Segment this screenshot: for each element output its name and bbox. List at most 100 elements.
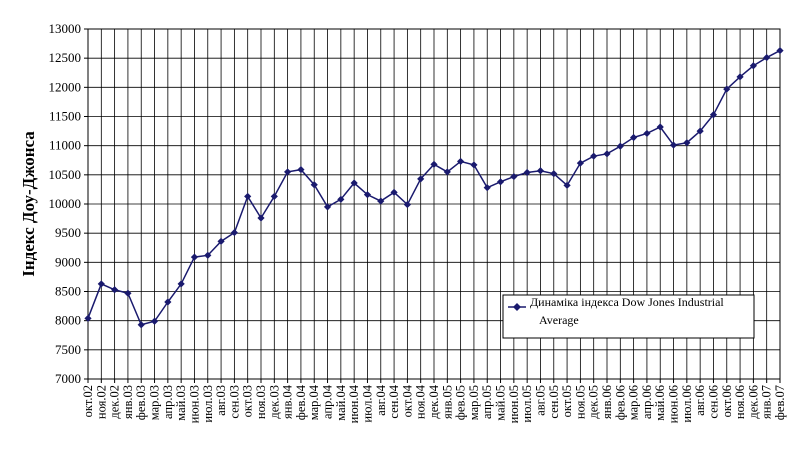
x-tick-label: июл.06	[680, 385, 694, 423]
y-tick-label: 9000	[55, 254, 81, 269]
data-point-marker	[457, 157, 465, 166]
data-point-marker	[350, 179, 358, 187]
x-tick-label: авг.06	[693, 385, 707, 416]
x-tick-label: фев.06	[613, 385, 627, 420]
data-point-marker	[496, 178, 505, 186]
x-tick-label: янв.07	[760, 385, 774, 419]
x-tick-label: ноя.05	[573, 385, 587, 419]
x-tick-label: дек.06	[746, 385, 760, 419]
data-point-marker	[124, 289, 132, 297]
x-tick-label: дек.04	[427, 384, 441, 418]
data-point-marker	[709, 111, 718, 119]
legend-box	[502, 294, 755, 339]
x-tick-label: май.05	[494, 385, 508, 421]
legend-series-marker	[513, 303, 521, 311]
data-point-marker	[257, 214, 265, 222]
data-point-marker	[430, 160, 438, 168]
x-tick-label: сен.04	[387, 384, 401, 418]
data-point-marker	[270, 192, 278, 201]
x-tick-label: фев.07	[773, 385, 787, 420]
y-tick-label: 9500	[55, 225, 81, 240]
plot-area-frame	[87, 28, 781, 380]
data-point-marker	[417, 175, 425, 183]
legend-label-line2: Average	[539, 313, 579, 327]
x-tick-label: апр.06	[640, 385, 654, 419]
y-tick-label: 10000	[49, 196, 82, 211]
y-tick-label: 12500	[49, 50, 82, 65]
x-tick-label: май.04	[334, 384, 348, 420]
x-tick-label: янв.03	[121, 385, 135, 419]
data-point-marker	[749, 62, 757, 70]
data-point-marker	[111, 286, 119, 294]
data-point-marker	[510, 172, 518, 181]
data-point-marker	[576, 159, 584, 167]
x-tick-label: янв.04	[281, 384, 295, 419]
x-tick-label: фев.03	[134, 385, 148, 420]
x-tick-label: июн.03	[187, 385, 201, 423]
data-point-marker	[377, 197, 385, 205]
x-tick-label: авг.04	[374, 384, 388, 416]
x-tick-label: июн.06	[667, 385, 681, 423]
x-tick-label: авг.03	[214, 385, 228, 416]
data-point-marker	[403, 200, 411, 209]
x-tick-label: сен.05	[547, 385, 561, 419]
x-tick-label: июн.05	[507, 385, 521, 423]
data-point-marker	[190, 253, 199, 261]
data-point-marker	[643, 129, 651, 138]
data-point-marker	[204, 251, 212, 259]
x-tick-label: мар.04	[307, 384, 321, 420]
data-point-marker	[563, 181, 571, 189]
data-point-marker	[177, 280, 185, 288]
data-point-marker	[736, 73, 744, 81]
data-point-marker	[84, 314, 92, 322]
chart-axes	[84, 28, 781, 383]
x-tick-label: ноя.02	[94, 385, 108, 419]
x-tick-label: янв.06	[600, 385, 614, 419]
data-point-marker	[297, 165, 305, 174]
x-tick-label: дек.05	[587, 385, 601, 419]
x-tick-label: янв.05	[440, 385, 454, 419]
x-tick-label: окт.06	[720, 385, 734, 417]
data-point-marker	[656, 123, 664, 131]
data-point-marker	[244, 192, 252, 201]
data-point-marker	[630, 133, 638, 142]
y-tick-label: 10500	[49, 167, 82, 182]
x-tick-label: окт.03	[241, 385, 255, 417]
data-point-marker	[164, 298, 172, 306]
data-point-marker	[776, 46, 784, 55]
x-tick-label: июл.04	[360, 384, 374, 422]
data-point-marker	[483, 184, 491, 192]
y-tick-label: 7500	[55, 342, 81, 357]
data-point-marker	[217, 237, 225, 245]
x-tick-label: авг.05	[533, 385, 547, 416]
x-tick-label: июл.03	[201, 385, 215, 423]
x-tick-label: сен.06	[706, 385, 720, 419]
x-tick-label: май.03	[174, 385, 188, 421]
x-tick-label: фев.04	[294, 384, 308, 420]
x-tick-label: ноя.04	[414, 384, 428, 419]
x-tick-label: фев.05	[454, 385, 468, 420]
data-point-marker	[536, 167, 545, 175]
x-tick-label: апр.04	[321, 384, 335, 419]
data-point-marker	[390, 188, 398, 196]
data-point-marker	[669, 141, 678, 149]
x-tick-label: июл.05	[520, 385, 534, 423]
x-tick-label: окт.05	[560, 385, 574, 417]
legend-label-line1: Динаміка індекса Dow Jones Industrial	[530, 295, 724, 309]
chart-series	[84, 46, 784, 329]
data-point-marker	[683, 139, 691, 147]
data-point-marker	[230, 228, 238, 237]
data-point-marker	[337, 195, 345, 203]
y-tick-label: 8000	[55, 313, 81, 328]
x-tick-label: дек.03	[267, 385, 281, 419]
x-tick-label: мар.03	[148, 385, 162, 420]
data-point-marker	[723, 85, 731, 93]
x-tick-label: мар.06	[627, 385, 641, 420]
y-axis-label: Індекс Доу-Джонса	[19, 131, 38, 277]
data-point-marker	[616, 142, 624, 150]
x-tick-label: окт.04	[400, 384, 414, 417]
data-point-marker	[323, 203, 332, 211]
x-tick-label: апр.05	[480, 385, 494, 419]
data-point-marker	[310, 181, 318, 189]
